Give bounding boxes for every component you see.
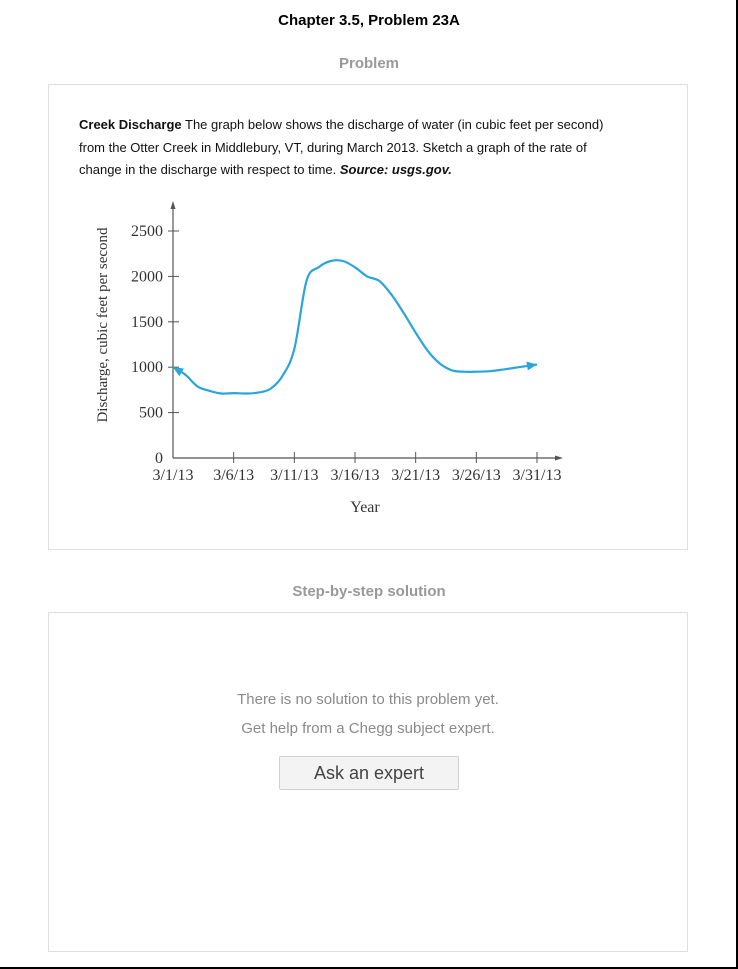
no-solution-message: There is no solution to this problem yet… xyxy=(237,691,499,708)
frame-border-bottom xyxy=(0,967,738,969)
problem-body-line3: change in the discharge with respect to … xyxy=(79,162,340,177)
series-end-arrow xyxy=(526,361,537,371)
x-tick-label: 3/6/13 xyxy=(213,467,254,484)
solution-section-title: Step-by-step solution xyxy=(292,583,446,600)
page-title: Chapter 3.5, Problem 23A xyxy=(278,12,460,29)
x-axis-label: Year xyxy=(350,499,380,516)
y-tick-label: 1500 xyxy=(131,314,163,331)
x-tick-label: 3/16/13 xyxy=(331,467,380,484)
problem-card: Creek Discharge The graph below shows th… xyxy=(48,84,688,550)
x-tick-label: 3/11/13 xyxy=(270,467,318,484)
x-tick-label: 3/31/13 xyxy=(513,467,562,484)
discharge-chart: 0 500 1000 1500 2000 2500 3/1/13 3/6/13 3/11/13… xyxy=(95,201,563,516)
solution-card: There is no solution to this problem yet… xyxy=(48,612,688,952)
y-tick-label: 1000 xyxy=(131,359,163,376)
y-tick-label: 500 xyxy=(139,405,163,422)
problem-text: Creek Discharge The graph below shows th… xyxy=(79,114,669,182)
x-axis xyxy=(173,455,563,461)
problem-section-title: Problem xyxy=(338,55,399,72)
y-axis-arrow xyxy=(170,201,176,209)
problem-body-line2: from the Otter Creek in Middlebury, VT, … xyxy=(79,139,587,155)
problem-body-line1: The graph below shows the discharge of w… xyxy=(181,117,604,132)
x-axis-arrow xyxy=(555,455,563,461)
y-tick-label: 2500 xyxy=(131,223,163,240)
frame-border-right xyxy=(736,0,738,969)
y-axis-label: Discharge, cubic feet per second xyxy=(95,227,111,423)
problem-heading: Creek Discharge xyxy=(79,117,182,132)
y-axis xyxy=(170,201,176,458)
x-tick-label: 3/1/13 xyxy=(153,467,194,484)
expert-help-message: Get help from a Chegg subject expert. xyxy=(241,720,495,737)
x-tick-label: 3/21/13 xyxy=(391,467,440,484)
x-tick-label: 3/26/13 xyxy=(452,467,501,484)
problem-source: Source: usgs.gov. xyxy=(339,162,452,177)
ask-expert-button[interactable]: Ask an expert xyxy=(279,756,459,790)
series-start-arrow xyxy=(173,367,184,377)
y-tick-label: 0 xyxy=(155,450,163,467)
y-tick-label: 2000 xyxy=(131,268,163,285)
discharge-series-line xyxy=(172,259,538,395)
